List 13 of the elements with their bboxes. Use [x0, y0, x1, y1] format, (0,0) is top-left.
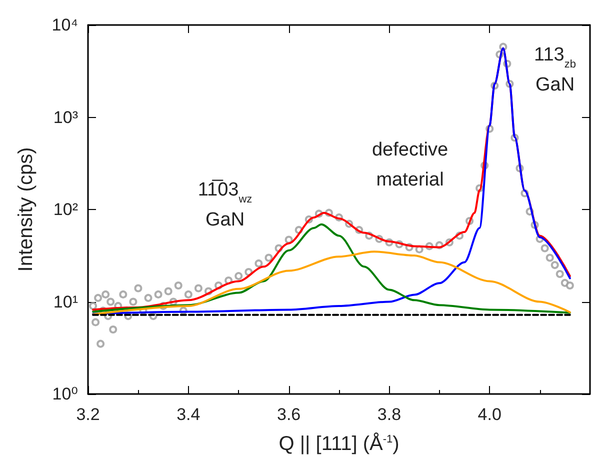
x-tick-label: 3.4 — [176, 405, 200, 424]
y-axis-title: Intensity (cps) — [15, 147, 37, 272]
y-tick-label: 10¹ — [53, 292, 78, 312]
y-tick-label: 10⁰ — [52, 384, 78, 404]
y-tick-label: 10³ — [53, 108, 78, 127]
annotation: defective material — [372, 140, 448, 190]
x-tick-label: 3.6 — [276, 405, 301, 424]
y-tick-label: 10² — [53, 200, 78, 219]
x-tick-label: 4.0 — [478, 405, 502, 424]
line-series — [92, 250, 571, 316]
x-tick-label: 3.8 — [377, 405, 402, 424]
y-tick-label: 10⁴ — [52, 16, 78, 34]
x-tick-label: 3.2 — [76, 405, 100, 424]
